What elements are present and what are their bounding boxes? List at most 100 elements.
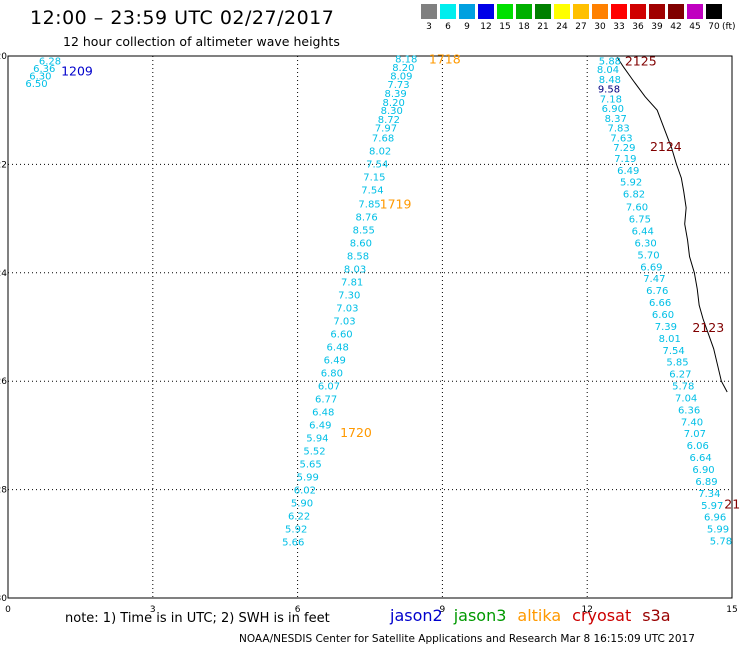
colorbar-tick-label: 21 xyxy=(537,22,549,32)
credits-line: NOAA/NESDIS Center for Satellite Applica… xyxy=(239,633,695,645)
wave-height-value: 6.90 xyxy=(602,104,624,115)
wave-height-value: 7.68 xyxy=(372,133,394,144)
wave-height-value: 8.20 xyxy=(383,98,405,109)
wave-height-value: 7.03 xyxy=(333,316,355,327)
wave-height-value: 8.76 xyxy=(356,212,378,223)
wave-height-value: 6.22 xyxy=(288,512,310,523)
wave-height-value: 6.48 xyxy=(312,408,334,419)
wave-height-value: 8.03 xyxy=(344,264,366,275)
wave-height-value: 8.58 xyxy=(347,251,369,262)
wave-height-value: 7.30 xyxy=(338,290,360,301)
wave-height-value: 6.64 xyxy=(690,453,712,464)
colorbar-tick-label: 30 xyxy=(594,22,606,32)
y-tick-label: -30 xyxy=(0,594,7,604)
wave-height-value: 7.54 xyxy=(662,346,684,357)
y-tick-label: -26 xyxy=(0,377,7,387)
wave-height-value: 6.36 xyxy=(678,405,700,416)
wave-height-value: 7.54 xyxy=(366,159,388,170)
wave-height-value: 6.49 xyxy=(309,421,331,432)
wave-height-value: 7.15 xyxy=(363,172,385,183)
wave-height-value: 5.66 xyxy=(282,538,304,549)
colorbar-tick-label: 45 xyxy=(689,22,701,32)
wave-height-value: 7.54 xyxy=(361,185,383,196)
colorbar-tick-label: 18 xyxy=(518,22,530,32)
map-subtitle: 12 hour collection of altimeter wave hei… xyxy=(63,34,340,49)
colorbar-swatch xyxy=(459,4,475,19)
wave-height-value: 7.60 xyxy=(626,203,648,214)
colorbar-swatch xyxy=(478,4,494,19)
colorbar-unit: (ft) xyxy=(722,22,736,32)
wave-height-value: 8.01 xyxy=(659,334,681,345)
colorbar-swatch xyxy=(649,4,665,19)
colorbar-swatch xyxy=(630,4,646,19)
colorbar-tick-label: 24 xyxy=(556,22,568,32)
wave-height-value: 7.73 xyxy=(387,80,409,91)
pass-time-label: 1718 xyxy=(429,52,461,67)
wave-height-value: 6.75 xyxy=(629,215,651,226)
wave-height-value: 5.78 xyxy=(710,537,732,548)
y-tick-label: -22 xyxy=(0,160,7,170)
colorbar-swatch xyxy=(611,4,627,19)
wave-height-value: 5.92 xyxy=(620,178,642,189)
pass-time-label: 1209 xyxy=(61,64,93,79)
wave-height-value: 6.28 xyxy=(39,56,61,67)
satellite-legend-item: s3a xyxy=(642,606,671,625)
wave-height-value: 7.19 xyxy=(614,154,636,165)
colorbar-tick-label: 70 xyxy=(708,22,720,32)
colorbar-tick-label: 27 xyxy=(575,22,587,32)
wave-height-value: 6.50 xyxy=(25,79,47,90)
wave-height-value: 8.20 xyxy=(392,63,414,74)
wave-height-value: 6.82 xyxy=(623,190,645,201)
pass-time-label: 2124 xyxy=(650,139,682,154)
wave-height-value: 7.04 xyxy=(675,393,697,404)
wave-height-value: 7.97 xyxy=(375,124,397,135)
wave-height-value: 5.65 xyxy=(300,460,322,471)
wave-height-value: 8.55 xyxy=(353,225,375,236)
wave-height-value: 6.80 xyxy=(321,369,343,380)
wave-height-value: 5.99 xyxy=(297,473,319,484)
wave-height-value: 8.18 xyxy=(395,55,417,66)
wave-height-value: 7.40 xyxy=(681,417,703,428)
colorbar-swatch xyxy=(592,4,608,19)
wave-height-value: 7.85 xyxy=(358,199,380,210)
colorbar-swatch xyxy=(554,4,570,19)
wave-height-value: 9.58 xyxy=(598,85,620,96)
y-tick-label: -28 xyxy=(0,486,7,496)
wave-height-value: 7.81 xyxy=(341,277,363,288)
colorbar-swatch xyxy=(573,4,589,19)
colorbar-swatch xyxy=(706,4,722,19)
satellite-legend-item: jason2 xyxy=(390,606,443,625)
wave-height-value: 7.07 xyxy=(684,429,706,440)
wave-height-value: 6.60 xyxy=(330,330,352,341)
wave-height-value: 6.30 xyxy=(635,238,657,249)
coastline xyxy=(616,56,728,393)
wave-height-value: 6.07 xyxy=(318,382,340,393)
wave-height-value: 5.99 xyxy=(707,525,729,536)
colorbar-tick-label: 6 xyxy=(445,22,451,32)
wave-height-value: 5.70 xyxy=(637,250,659,261)
wave-height-value: 7.03 xyxy=(336,303,358,314)
satellite-legend-item: altika xyxy=(517,606,562,625)
wave-height-value: 7.34 xyxy=(698,489,720,500)
wave-height-value: 8.39 xyxy=(384,89,406,100)
y-tick-label: -24 xyxy=(0,269,7,279)
wave-height-value: 6.44 xyxy=(632,227,654,238)
wave-height-value: 6.06 xyxy=(687,441,709,452)
wave-height-value: 6.76 xyxy=(646,286,668,297)
colorbar-tick-label: 9 xyxy=(464,22,470,32)
wave-height-value: 5.97 xyxy=(701,501,723,512)
wave-height-value: 5.94 xyxy=(306,434,328,445)
wave-height-value: 6.48 xyxy=(327,343,349,354)
pass-time-label: 1720 xyxy=(340,425,372,440)
colorbar-tick-label: 15 xyxy=(499,22,511,32)
pass-time-label: 2123 xyxy=(692,320,724,335)
colorbar-tick-label: 39 xyxy=(651,22,663,32)
satellite-legend: jason2 jason3 altika cryosat s3a xyxy=(390,606,682,625)
x-tick-label: 6 xyxy=(295,605,301,615)
colorbar-swatch xyxy=(516,4,532,19)
wave-height-value: 8.48 xyxy=(599,75,621,86)
wave-height-value: 6.90 xyxy=(692,465,714,476)
wave-height-value: 6.49 xyxy=(617,166,639,177)
wave-height-value: 7.83 xyxy=(607,124,629,135)
